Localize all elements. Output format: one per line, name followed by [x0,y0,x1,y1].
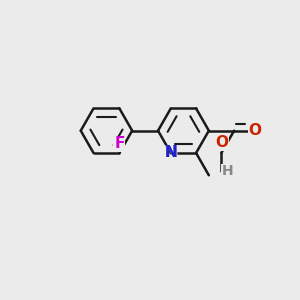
Text: N: N [164,146,177,160]
Text: F: F [114,136,124,152]
Text: N: N [163,144,178,162]
Text: N: N [164,146,177,160]
Text: O: O [215,135,228,150]
Text: H: H [222,164,234,178]
Text: O: O [249,123,262,138]
